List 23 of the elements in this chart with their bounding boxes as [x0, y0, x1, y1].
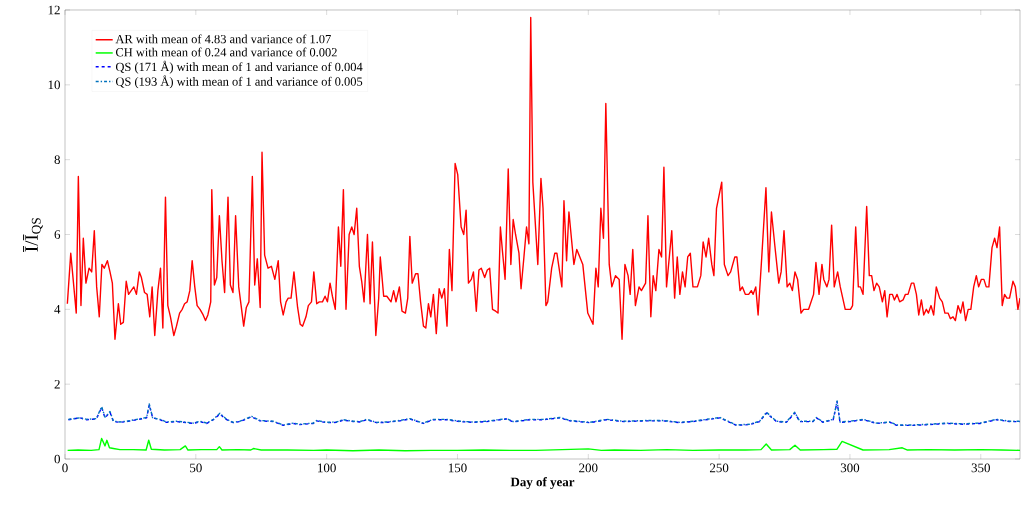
y-tick-label: 4 — [54, 305, 61, 314]
y-tick-label: 2 — [54, 379, 60, 389]
x-tick-label: 350 — [971, 463, 990, 473]
y-tick-label: 10 — [48, 80, 60, 90]
legend-label: QS (171 Å) with mean of 1 and variance of 0.004 — [115, 60, 363, 74]
x-tick-label: 150 — [448, 463, 467, 473]
x-tick-label: 300 — [840, 463, 860, 473]
legend-label: CH with mean of 0.24 and variance of 0.002 — [115, 47, 337, 57]
legend-label: QS (193 Å) with mean of 1 and variance of 0.005 — [115, 75, 363, 89]
x-tick-label: 50 — [190, 463, 202, 473]
y-tick-label: 0 — [54, 454, 60, 464]
x-tick-label: 100 — [318, 463, 336, 473]
line-series — [66, 16, 1021, 340]
y-tick-label: 6 — [54, 230, 61, 239]
x-axis-title: Day of year — [510, 477, 575, 489]
x-tick-label: 200 — [579, 463, 598, 473]
legend-label: AR with mean of 4.83 and variance of 1.07 — [115, 34, 331, 44]
y-axis-title: Ī/Ī$_{QS}$ — [23, 218, 43, 252]
x-tick-label: 0 — [62, 463, 68, 473]
y-tick-label: 12 — [48, 5, 60, 15]
line-series — [66, 437, 1021, 452]
x-tick-label: 250 — [709, 463, 729, 473]
y-tick-label: 8 — [54, 155, 60, 165]
